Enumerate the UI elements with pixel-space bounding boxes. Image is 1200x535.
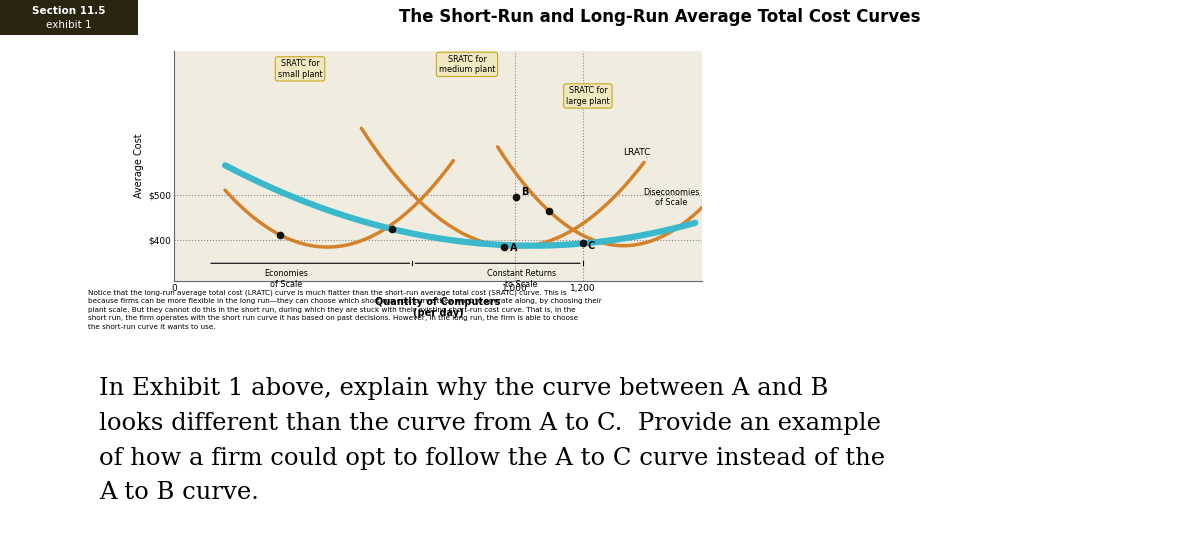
- Text: B: B: [522, 187, 529, 197]
- Text: Section 11.5: Section 11.5: [31, 6, 106, 16]
- Text: Constant Returns
to Scale: Constant Returns to Scale: [487, 269, 556, 288]
- X-axis label: Quantity of Computers
(per day): Quantity of Computers (per day): [376, 297, 500, 318]
- Text: Notice that the long-run average total cost (LRATC) curve is much flatter than t: Notice that the long-run average total c…: [88, 289, 602, 330]
- Text: LRATC: LRATC: [624, 148, 650, 157]
- Y-axis label: Average Cost: Average Cost: [134, 134, 144, 198]
- Text: SRATC for
small plant: SRATC for small plant: [277, 59, 323, 79]
- FancyBboxPatch shape: [0, 0, 138, 35]
- Text: SRATC for
large plant: SRATC for large plant: [566, 86, 610, 105]
- Text: Diseconomies
of Scale: Diseconomies of Scale: [643, 188, 700, 207]
- Text: C: C: [588, 241, 595, 251]
- Text: exhibit 1: exhibit 1: [46, 20, 91, 30]
- Text: SRATC for
medium plant: SRATC for medium plant: [439, 55, 496, 74]
- Text: A: A: [510, 243, 517, 253]
- Text: The Short-Run and Long-Run Average Total Cost Curves: The Short-Run and Long-Run Average Total…: [400, 9, 920, 26]
- Text: In Exhibit 1 above, explain why the curve between A and B
looks different than t: In Exhibit 1 above, explain why the curv…: [100, 377, 886, 505]
- Text: Economies
of Scale: Economies of Scale: [264, 269, 308, 288]
